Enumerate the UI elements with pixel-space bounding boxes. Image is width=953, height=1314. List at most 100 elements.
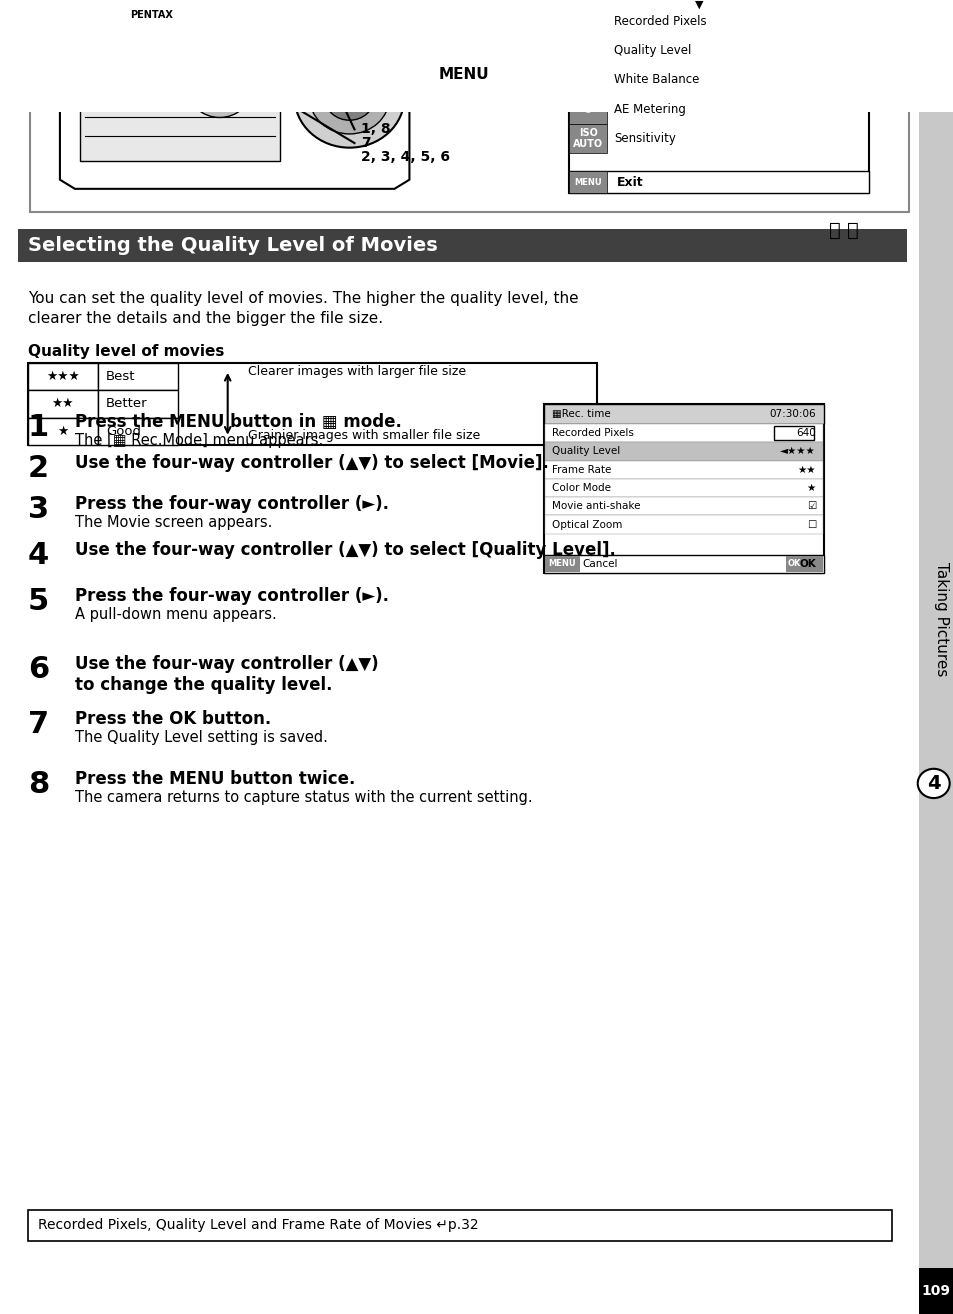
Circle shape bbox=[324, 75, 375, 120]
Text: The Movie screen appears.: The Movie screen appears. bbox=[75, 515, 272, 531]
Text: Sensitivity: Sensitivity bbox=[614, 131, 676, 145]
Bar bbox=[569, 35, 606, 66]
Bar bbox=[30, 0, 908, 212]
Text: AWB: AWB bbox=[575, 75, 600, 85]
Text: 6: 6 bbox=[28, 656, 50, 685]
Bar bbox=[543, 403, 823, 573]
Text: Grainier images with smaller file size: Grainier images with smaller file size bbox=[248, 430, 479, 443]
Bar bbox=[28, 363, 597, 445]
Bar bbox=[569, 171, 868, 193]
Text: Recorded Pixels: Recorded Pixels bbox=[552, 428, 634, 438]
Text: PENTAX: PENTAX bbox=[130, 11, 172, 21]
Text: 2: 2 bbox=[28, 455, 49, 484]
Text: clearer the details and the bigger the file size.: clearer the details and the bigger the f… bbox=[28, 311, 383, 326]
Text: ☐: ☐ bbox=[806, 519, 815, 530]
Text: 1, 8: 1, 8 bbox=[361, 122, 391, 137]
Bar bbox=[545, 424, 822, 443]
Text: Taking Pictures: Taking Pictures bbox=[933, 561, 948, 675]
Text: ★★: ★★ bbox=[797, 465, 815, 474]
Bar bbox=[545, 497, 822, 515]
Bar bbox=[918, 112, 952, 1314]
Text: ★★★: ★★★ bbox=[46, 369, 80, 382]
Text: AE Metering: AE Metering bbox=[614, 102, 685, 116]
Bar bbox=[28, 418, 98, 445]
Text: Better: Better bbox=[106, 397, 148, 410]
Text: 2, 3, 4, 5, 6: 2, 3, 4, 5, 6 bbox=[361, 150, 450, 164]
Circle shape bbox=[309, 60, 389, 134]
Text: 4: 4 bbox=[926, 774, 940, 792]
Text: Recorded Pixels: Recorded Pixels bbox=[614, 14, 706, 28]
Bar bbox=[569, 124, 606, 154]
Circle shape bbox=[201, 72, 237, 105]
Circle shape bbox=[294, 47, 404, 147]
Bar bbox=[543, 403, 823, 424]
Text: ★: ★ bbox=[57, 424, 69, 438]
Bar bbox=[545, 460, 822, 478]
Text: ISO
AUTO: ISO AUTO bbox=[573, 127, 602, 150]
Text: ▦Rec. time: ▦Rec. time bbox=[552, 409, 610, 419]
Circle shape bbox=[188, 59, 252, 117]
Text: 7M: 7M bbox=[579, 17, 596, 26]
Text: Movie anti-shake: Movie anti-shake bbox=[552, 501, 640, 511]
Text: 🎥 📷: 🎥 📷 bbox=[828, 221, 858, 240]
Bar bbox=[28, 363, 98, 390]
Text: 4: 4 bbox=[28, 541, 50, 570]
Text: Use the four-way controller (▲▼) to select [Movie].: Use the four-way controller (▲▼) to sele… bbox=[75, 455, 548, 472]
Text: Press the MENU button in ▦ mode.: Press the MENU button in ▦ mode. bbox=[75, 413, 401, 431]
Text: Good: Good bbox=[106, 424, 141, 438]
Circle shape bbox=[172, 30, 188, 45]
Text: A pull-down menu appears.: A pull-down menu appears. bbox=[75, 607, 276, 622]
Bar bbox=[918, 1268, 952, 1314]
Text: 1: 1 bbox=[28, 413, 50, 442]
Text: 7: 7 bbox=[28, 711, 49, 740]
Text: 5: 5 bbox=[28, 587, 50, 616]
Text: Press the MENU button twice.: Press the MENU button twice. bbox=[75, 770, 355, 787]
Text: Press the four-way controller (►).: Press the four-way controller (►). bbox=[75, 587, 389, 604]
Text: MENU: MENU bbox=[574, 177, 601, 187]
Text: White Balance: White Balance bbox=[614, 74, 699, 87]
Text: Use the four-way controller (▲▼) to select [Quality Level].: Use the four-way controller (▲▼) to sele… bbox=[75, 541, 615, 558]
Text: ◄★★★: ◄★★★ bbox=[780, 447, 815, 456]
Polygon shape bbox=[60, 5, 409, 189]
Text: Best: Best bbox=[106, 369, 135, 382]
Text: Quality level of movies: Quality level of movies bbox=[28, 344, 224, 359]
Text: 07:30:06: 07:30:06 bbox=[768, 409, 815, 419]
Text: ★: ★ bbox=[806, 484, 815, 493]
Bar bbox=[569, 95, 606, 124]
Text: Color Mode: Color Mode bbox=[552, 484, 611, 493]
Text: Press the OK button.: Press the OK button. bbox=[75, 711, 271, 728]
Text: 640: 640 bbox=[796, 428, 815, 438]
Bar bbox=[569, 0, 868, 193]
Text: ★★: ★★ bbox=[51, 397, 74, 410]
Text: Cancel: Cancel bbox=[581, 558, 617, 569]
Bar bbox=[80, 33, 279, 162]
Bar bbox=[28, 390, 98, 418]
Text: Frame Rate: Frame Rate bbox=[552, 465, 611, 474]
Text: 3: 3 bbox=[28, 495, 49, 524]
Text: Exit: Exit bbox=[617, 176, 643, 189]
Text: Recorded Pixels, Quality Level and Frame Rate of Movies ↵p.32: Recorded Pixels, Quality Level and Frame… bbox=[38, 1218, 478, 1233]
Bar bbox=[98, 418, 177, 445]
Bar bbox=[569, 7, 606, 35]
Text: Selecting the Quality Level of Movies: Selecting the Quality Level of Movies bbox=[28, 237, 437, 255]
Text: You can set the quality level of movies. The higher the quality level, the: You can set the quality level of movies.… bbox=[28, 292, 578, 306]
Bar bbox=[773, 426, 813, 440]
Bar bbox=[429, 60, 498, 88]
Bar bbox=[28, 1210, 891, 1240]
Text: Press the four-way controller (►).: Press the four-way controller (►). bbox=[75, 495, 389, 514]
Bar bbox=[545, 443, 822, 460]
Text: The Quality Level setting is saved.: The Quality Level setting is saved. bbox=[75, 731, 328, 745]
Bar bbox=[545, 515, 822, 533]
Text: ▼: ▼ bbox=[694, 0, 702, 11]
Text: ★★: ★★ bbox=[578, 46, 597, 55]
Text: Clearer images with larger file size: Clearer images with larger file size bbox=[248, 365, 465, 378]
Bar bbox=[569, 66, 606, 95]
Text: 8: 8 bbox=[28, 770, 50, 799]
Bar bbox=[98, 363, 177, 390]
Text: ◎: ◎ bbox=[583, 104, 592, 114]
Text: Quality Level: Quality Level bbox=[614, 45, 691, 58]
Bar bbox=[785, 556, 822, 572]
Bar bbox=[569, 171, 606, 193]
Text: OK: OK bbox=[799, 558, 815, 569]
Bar bbox=[18, 229, 905, 261]
